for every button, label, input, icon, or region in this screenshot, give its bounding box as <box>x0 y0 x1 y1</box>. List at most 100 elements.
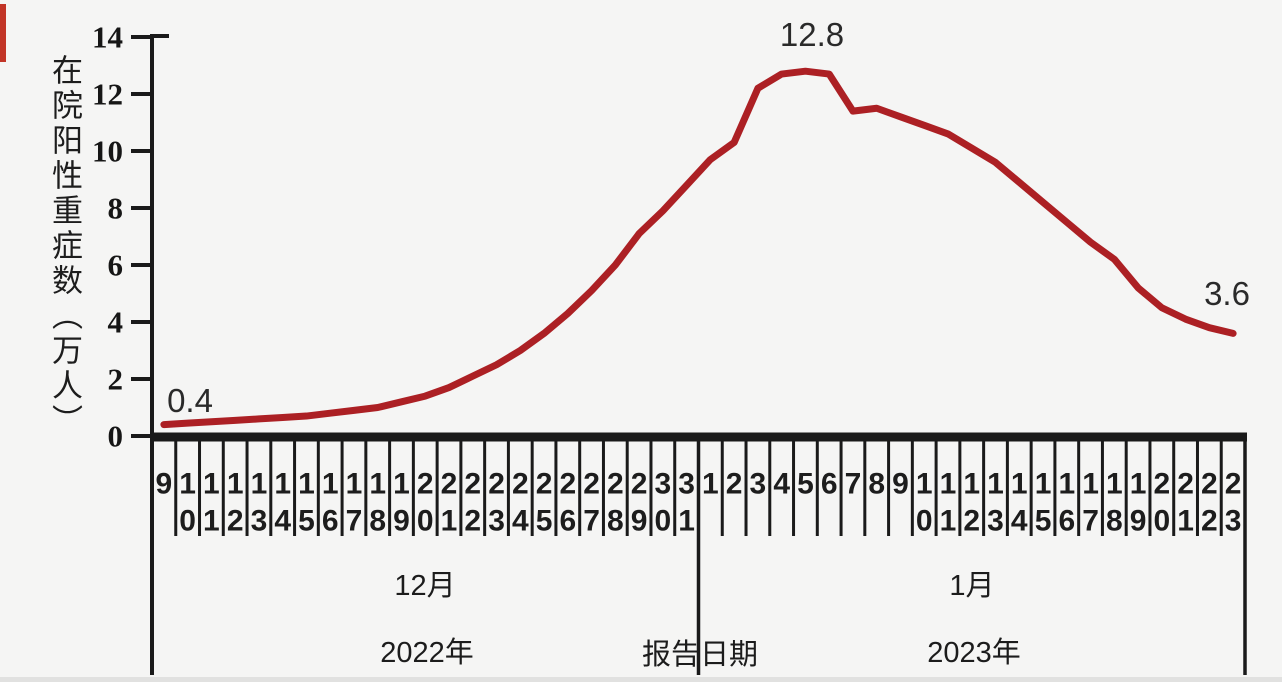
date-label-digit: 3 <box>1225 505 1242 538</box>
date-label-digit: 1 <box>1058 468 1075 501</box>
date-label-digit: 7 <box>1082 505 1099 538</box>
date-label-digit: 0 <box>417 505 434 538</box>
date-label-digit: 6 <box>1058 505 1075 538</box>
series-line <box>160 67 1237 429</box>
date-label-digit: 1 <box>346 468 363 501</box>
date-label-digit: 2 <box>1201 505 1218 538</box>
date-label-digit: 5 <box>536 505 553 538</box>
month-label-december: 12月 <box>394 570 456 602</box>
date-label-digit: 3 <box>251 505 268 538</box>
annotation-end-value: 3.6 <box>1204 275 1250 312</box>
date-label-digit: 1 <box>1082 468 1099 501</box>
date-label-digit: 1 <box>1011 468 1028 501</box>
date-label-digit: 2 <box>536 468 553 501</box>
annotation-peak-value: 12.8 <box>779 16 845 53</box>
date-label-digit: 1 <box>393 468 410 501</box>
date-label-digit: 1 <box>203 505 220 538</box>
date-label-digit: 1 <box>274 468 291 501</box>
date-label-digit: 2 <box>1153 468 1170 501</box>
date-label-digit: 2 <box>417 468 434 501</box>
date-label-digit: 2 <box>583 468 600 501</box>
y-tick-label: 10 <box>92 134 123 169</box>
year-label-2022: 2022年 <box>380 637 474 669</box>
date-label-digit: 1 <box>987 468 1004 501</box>
date-label-digit: 3 <box>987 505 1004 538</box>
date-label-digit: 1 <box>1130 468 1147 501</box>
date-label-digit: 8 <box>607 505 624 538</box>
date-label-digit: 9 <box>631 505 648 538</box>
date-label-digit: 7 <box>583 505 600 538</box>
date-label-digit: 2 <box>227 505 244 538</box>
date-label-digit: 2 <box>631 468 648 501</box>
date-label-digit: 1 <box>227 468 244 501</box>
date-label-digit: 6 <box>821 468 838 501</box>
date-label-digit: 1 <box>916 468 933 501</box>
date-label-digit: 3 <box>678 468 695 501</box>
date-label-digit: 4 <box>512 505 529 538</box>
date-label-digit: 1 <box>1177 505 1194 538</box>
date-label-digit: 2 <box>464 468 481 501</box>
date-label-digit: 8 <box>1106 505 1123 538</box>
date-label-digit: 0 <box>916 505 933 538</box>
y-tick-label: 12 <box>92 77 123 112</box>
date-label-digit: 1 <box>298 468 315 501</box>
date-label-digit: 2 <box>726 468 743 501</box>
left-edge-red-artifact <box>0 4 6 62</box>
date-label-digit: 1 <box>203 468 220 501</box>
date-label-digit: 2 <box>1201 468 1218 501</box>
year-label-2023: 2023年 <box>927 637 1021 669</box>
date-label-digit: 1 <box>702 468 719 501</box>
date-label-digit: 3 <box>750 468 767 501</box>
date-label-digit: 0 <box>1153 505 1170 538</box>
month-label-january: 1月 <box>949 570 995 602</box>
date-label-digit: 5 <box>1035 505 1052 538</box>
date-label-digit: 0 <box>655 505 672 538</box>
date-label-digit: 1 <box>1106 468 1123 501</box>
date-label-digit: 3 <box>488 505 505 538</box>
date-label-digit: 9 <box>892 468 909 501</box>
y-tick-label: 4 <box>108 305 124 340</box>
y-tick-label: 2 <box>108 362 124 397</box>
y-tick-label: 14 <box>92 20 123 55</box>
annotation-start-value: 0.4 <box>167 382 213 419</box>
date-label-digit: 1 <box>322 468 339 501</box>
date-label-digit: 1 <box>940 468 957 501</box>
date-label-digit: 7 <box>845 468 862 501</box>
date-label-digit: 1 <box>369 468 386 501</box>
date-label-digit: 2 <box>1177 468 1194 501</box>
date-label-digit: 4 <box>274 505 291 538</box>
date-label-digit: 2 <box>512 468 529 501</box>
date-label-digit: 2 <box>607 468 624 501</box>
y-axis-title: 在院阳性重症数（万人） <box>47 54 82 439</box>
date-label-digit: 2 <box>559 468 576 501</box>
date-label-digit: 2 <box>464 505 481 538</box>
date-label-digit: 1 <box>441 505 458 538</box>
date-label-digit: 1 <box>940 505 957 538</box>
date-label-digit: 2 <box>1225 468 1242 501</box>
date-label-digit: 2 <box>441 468 458 501</box>
date-label-digit: 2 <box>963 505 980 538</box>
date-label-digit: 9 <box>393 505 410 538</box>
date-label-digit: 5 <box>797 468 814 501</box>
date-label-digit: 3 <box>655 468 672 501</box>
date-label-digit: 9 <box>1130 505 1147 538</box>
date-label-digit: 1 <box>678 505 695 538</box>
date-label-digit: 6 <box>559 505 576 538</box>
date-label-digit: 5 <box>298 505 315 538</box>
x-axis-title: 报告日期 <box>641 639 758 671</box>
date-label-digit: 1 <box>963 468 980 501</box>
bottom-edge-shade <box>0 677 1282 682</box>
date-label-digit: 6 <box>322 505 339 538</box>
date-label-digit: 8 <box>369 505 386 538</box>
date-label-digit: 1 <box>179 468 196 501</box>
date-label-digit: 2 <box>488 468 505 501</box>
date-label-digit: 1 <box>251 468 268 501</box>
date-label-digit: 0 <box>179 505 196 538</box>
date-label-digit: 1 <box>1035 468 1052 501</box>
date-label-digit: 7 <box>346 505 363 538</box>
date-label-digit: 9 <box>156 468 173 501</box>
date-label-digit: 4 <box>1011 505 1028 538</box>
y-tick-label: 8 <box>108 191 124 226</box>
